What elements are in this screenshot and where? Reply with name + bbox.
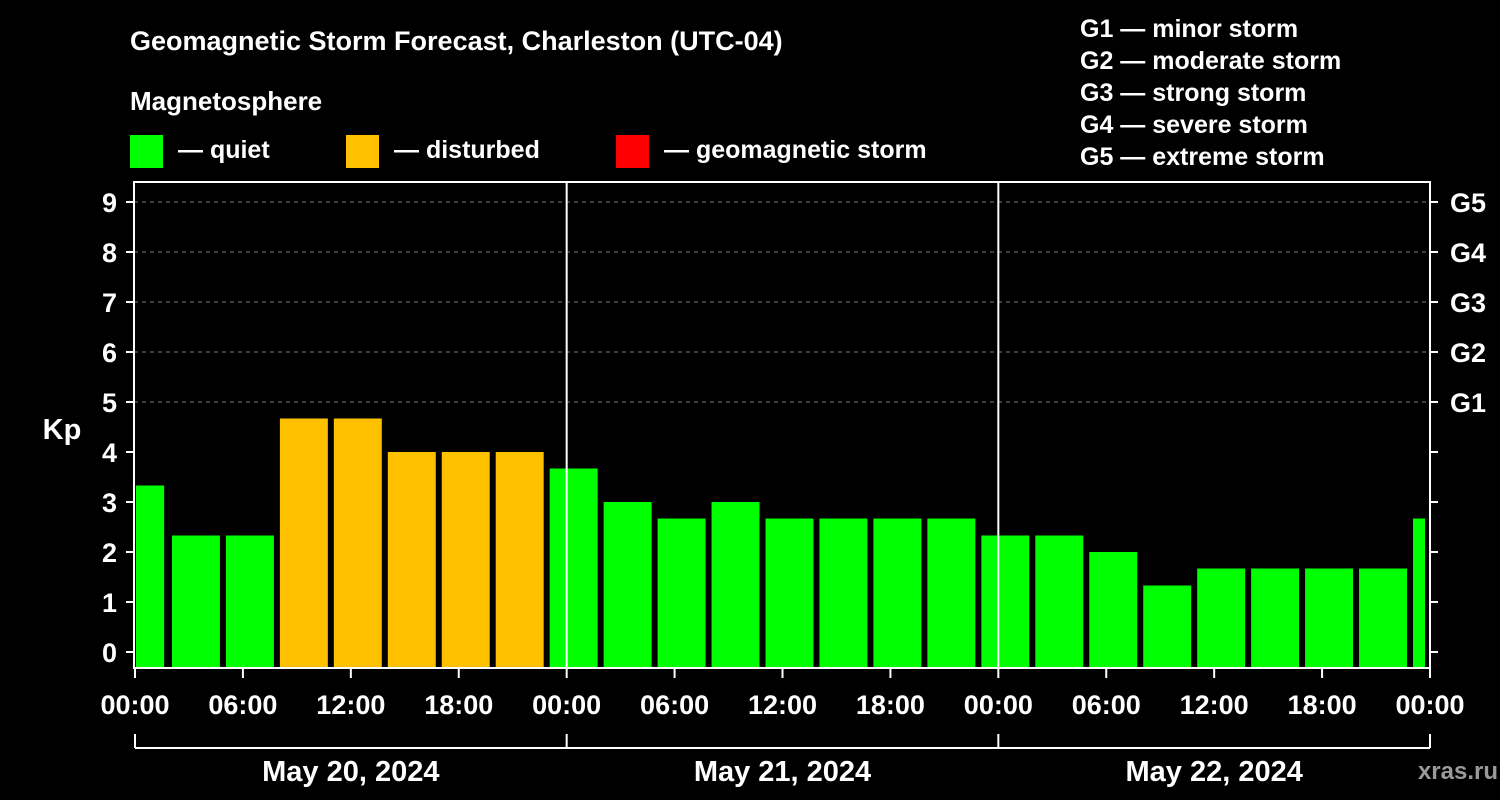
g-legend-g4: G4 — severe storm (1080, 111, 1308, 139)
kp-bar (819, 518, 868, 668)
x-tick-label: 18:00 (856, 690, 925, 720)
kp-bar (1089, 552, 1138, 668)
g-legend-g5: G5 — extreme storm (1080, 143, 1325, 171)
y-tick-label: 0 (102, 638, 117, 668)
kp-bar (279, 418, 328, 668)
kp-bar (603, 502, 652, 668)
kp-bar (765, 518, 814, 668)
kp-bar (927, 518, 976, 668)
day-label: May 22, 2024 (1125, 756, 1302, 788)
x-tick-label: 06:00 (1072, 690, 1141, 720)
legend-swatch-quiet (130, 135, 163, 168)
x-tick-label: 00:00 (532, 690, 601, 720)
kp-bar (333, 418, 382, 668)
legend-swatch-disturbed (346, 135, 379, 168)
x-tick-label: 00:00 (964, 690, 1033, 720)
g-legend-g3: G3 — strong storm (1080, 79, 1306, 107)
kp-bar (136, 485, 165, 668)
g-scale-label: G4 (1450, 238, 1486, 268)
y-tick-label: 3 (102, 488, 117, 518)
kp-bar (1305, 568, 1354, 668)
kp-bar (1359, 568, 1408, 668)
kp-bar (1143, 585, 1192, 668)
legend-title: Magnetosphere (130, 86, 322, 116)
y-tick-label: 9 (102, 188, 117, 218)
x-tick-label: 12:00 (1180, 690, 1249, 720)
g-scale-label: G2 (1450, 338, 1486, 368)
g-legend-g1: G1 — minor storm (1080, 15, 1298, 43)
kp-bar (1197, 568, 1246, 668)
x-tick-label: 06:00 (208, 690, 277, 720)
x-tick-label: 12:00 (748, 690, 817, 720)
legend-label-storm: — geomagnetic storm (664, 136, 927, 164)
x-tick-label: 00:00 (100, 690, 169, 720)
kp-bar (171, 535, 220, 668)
y-tick-label: 4 (102, 438, 117, 468)
legend-label-quiet: — quiet (178, 136, 270, 164)
y-tick-label: 6 (102, 338, 117, 368)
day-label: May 20, 2024 (262, 756, 439, 788)
kp-bar (441, 452, 490, 668)
kp-bar (711, 502, 760, 668)
y-tick-label: 1 (102, 588, 117, 618)
kp-bar (549, 468, 598, 668)
plot-area: 0 1 2 3 4 5 6 7 8 9 G1 G2 G3 G4 G5 00:00 06:00 12:00 18:00… (100, 181, 1486, 788)
kp-bar (1035, 535, 1084, 668)
y-tick-label: 7 (102, 288, 117, 318)
x-tick-label: 18:00 (424, 690, 493, 720)
kp-bar (981, 535, 1030, 668)
x-tick-label: 00:00 (1395, 690, 1464, 720)
y-tick-label: 5 (102, 388, 117, 418)
x-tick-label: 06:00 (640, 690, 709, 720)
g-scale-label: G3 (1450, 288, 1486, 318)
y-axis-label: Kp (43, 414, 82, 446)
g-scale-label: G1 (1450, 388, 1486, 418)
g-legend-g2: G2 — moderate storm (1080, 47, 1341, 75)
g-scale-label: G5 (1450, 188, 1486, 218)
kp-bar (495, 452, 544, 668)
kp-bar (1251, 568, 1300, 668)
day-label: May 21, 2024 (694, 756, 871, 788)
x-tick-label: 12:00 (316, 690, 385, 720)
legend-swatch-storm (616, 135, 649, 168)
y-tick-label: 8 (102, 238, 117, 268)
kp-bar (387, 452, 436, 668)
legend-label-disturbed: — disturbed (394, 136, 540, 164)
kp-bar (873, 518, 922, 668)
x-tick-label: 18:00 (1288, 690, 1357, 720)
watermark: xras.ru (1418, 758, 1498, 785)
chart-title: Geomagnetic Storm Forecast, Charleston (… (130, 26, 783, 56)
kp-bar (657, 518, 706, 668)
kp-bar (1413, 518, 1425, 668)
kp-bar (225, 535, 274, 668)
y-tick-label: 2 (102, 538, 117, 568)
